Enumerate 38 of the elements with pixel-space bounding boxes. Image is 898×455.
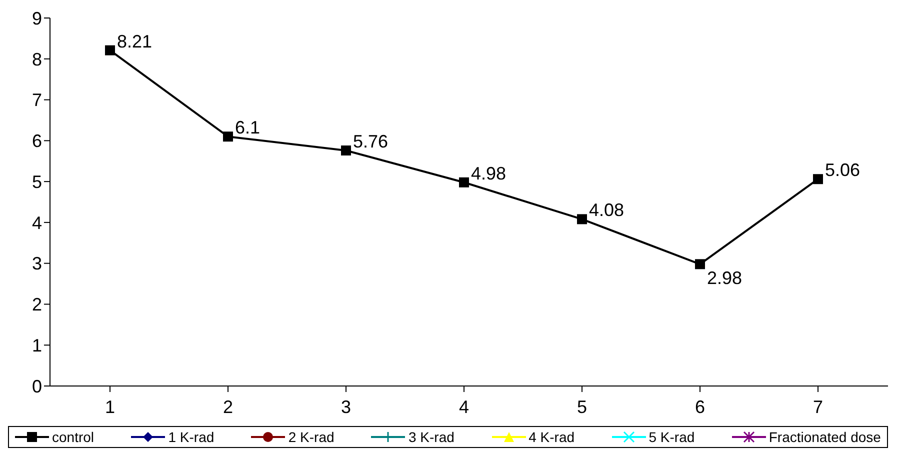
x-tick-label: 6 — [694, 396, 706, 417]
y-tick-label: 5 — [32, 172, 42, 192]
data-label: 4.08 — [589, 200, 624, 220]
data-label: 2.98 — [707, 268, 742, 288]
x-tick-label: 3 — [340, 396, 352, 417]
point — [813, 174, 823, 184]
y-tick-label: 9 — [32, 8, 42, 28]
x-tick-label: 1 — [104, 396, 116, 417]
point — [223, 132, 233, 142]
point — [577, 214, 587, 224]
x-tick-label: 4 — [458, 396, 470, 417]
data-label: 8.21 — [117, 31, 152, 52]
y-tick-label: 7 — [32, 90, 42, 110]
legend-label: control — [52, 429, 94, 445]
point — [341, 145, 351, 156]
legend-label: Fractionated dose — [768, 429, 881, 445]
data-label: 6.1 — [235, 118, 260, 138]
legend-label: 1 K-rad — [168, 429, 214, 445]
point — [459, 177, 469, 188]
y-tick-label: 6 — [32, 131, 42, 152]
y-tick-label: 8 — [32, 49, 42, 70]
x-tick-label: 2 — [222, 396, 234, 417]
legend-label: 3 K-rad — [408, 429, 454, 445]
point — [695, 259, 705, 270]
y-tick-label: 2 — [32, 294, 42, 315]
x-tick-label: 5 — [576, 396, 588, 417]
x-tick-label: 7 — [812, 396, 824, 417]
y-tick-label: 1 — [32, 336, 42, 356]
data-label: 5.06 — [825, 160, 860, 180]
point — [105, 45, 115, 56]
y-tick-label: 0 — [32, 376, 42, 396]
y-tick-label: 3 — [32, 254, 42, 274]
data-label: 5.76 — [353, 131, 388, 152]
data-label: 4.98 — [471, 163, 506, 184]
y-tick-label: 4 — [32, 212, 42, 233]
legend-label: 4 K-rad — [528, 429, 575, 445]
legend-label: 2 K-rad — [288, 429, 334, 445]
legend-label: 5 K-rad — [648, 429, 695, 445]
